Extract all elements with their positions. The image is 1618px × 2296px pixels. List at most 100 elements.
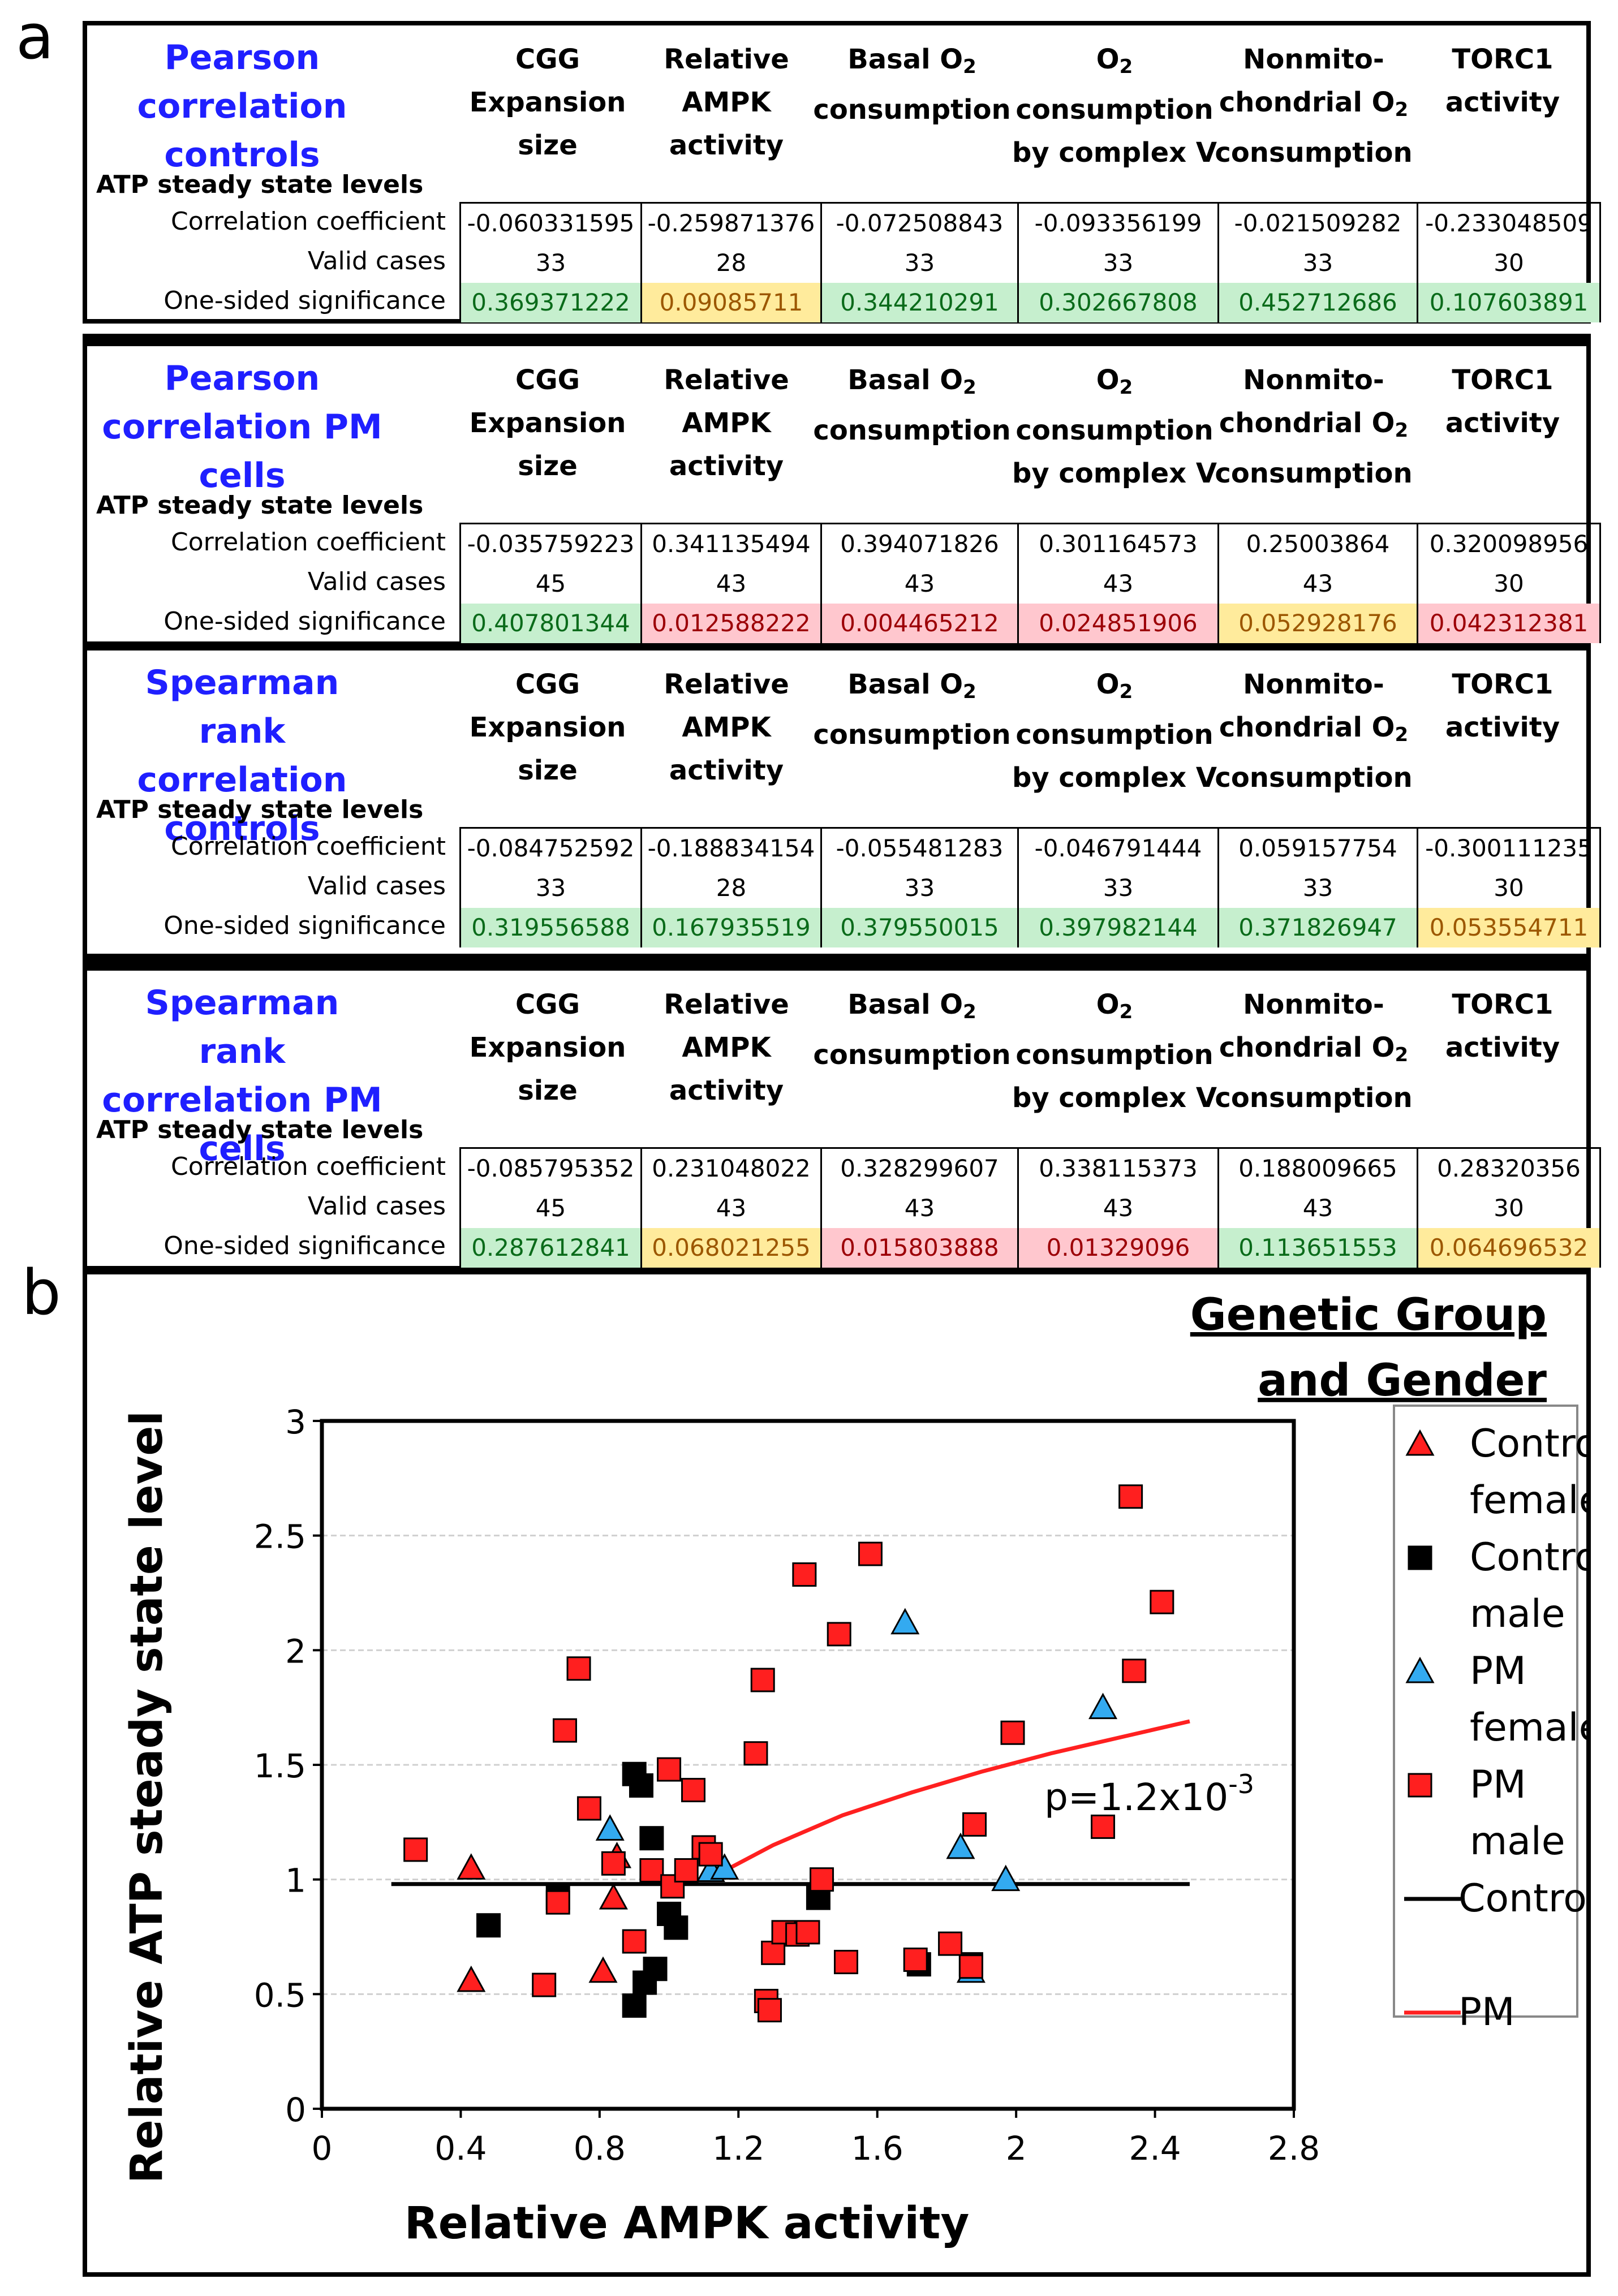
column-header: Nonmito-chondrial O2 consumption [1215,44,1413,169]
correlation-coefficient-cell: 0.188009665 [1219,1149,1418,1188]
significance-cell: 0.319556588 [461,908,642,947]
pm-male-point [792,1562,817,1587]
row-label: One-sided significance [163,286,446,315]
column-header: Relative AMPK activity [664,364,789,482]
column-header: TORC1 activity [1445,669,1560,743]
row-label: Valid cases [307,247,446,275]
valid-cases-cell: 33 [1219,243,1418,283]
column-header: O2 consumption by complex V [1012,989,1217,1114]
control-female-point [588,1956,618,1983]
valid-cases-cell: 43 [822,564,1019,604]
table-title: Pearson correlation controls [137,38,347,175]
valid-cases-cell: 43 [642,564,822,604]
valid-cases-cell: 28 [642,243,822,283]
pm-male-point [657,1757,682,1782]
scatter-chart: 0 0.5 1 1.5 2 2.5 3 0 0.4 0.8 1.2 1.6 2 2.4 2.8 Relati… [83,1270,1591,2277]
column-header: O2 consumption by complex V [1012,44,1217,169]
column-header: Basal O2 consumption [813,364,1011,446]
correlation-coefficient-cell: 0.301164573 [1019,524,1219,564]
correlation-coefficient-cell: -0.259871376 [642,204,822,243]
pm-male-point [1122,1659,1147,1683]
pm-male-point [833,1950,858,1975]
significance-cell: 0.064696532 [1418,1228,1599,1268]
significance-cell: 0.042312381 [1418,604,1599,643]
y-tick-label: 2.5 [254,1518,306,1556]
control-male-point [629,1773,653,1798]
correlation-table: Spearman rank correlation controls CGG Exp… [83,646,1601,958]
significance-cell: 0.09085711 [642,283,822,322]
pm-male-point [674,1858,699,1883]
correlation-coefficient-cell: 0.394071826 [822,524,1019,564]
pm-male-point [858,1541,883,1566]
significance-cell: 0.107603891 [1418,283,1599,322]
significance-cell: 0.407801344 [461,604,642,643]
valid-cases-cell: 43 [822,1188,1019,1228]
valid-cases-cell: 45 [461,1188,642,1228]
y-tick-label: 3 [285,1403,306,1441]
pm-male-point [1118,1484,1143,1509]
row-label: One-sided significance [163,607,446,636]
control-male-point [476,1913,501,1938]
valid-cases-cell: 33 [822,868,1019,908]
table-title: Spearman rank correlation controls [137,663,347,848]
legend-marker [1408,1773,1432,1798]
valid-cases-cell: 43 [1219,564,1418,604]
row-label: Valid cases [307,567,446,596]
significance-cell: 0.015803888 [822,1228,1019,1268]
pm-male-point [1000,1720,1025,1745]
correlation-coefficient-cell: 0.320098956 [1429,530,1589,558]
row-label: Valid cases [307,1192,446,1221]
valid-cases-cell: 30 [1494,249,1524,277]
significance-cell: 0.012588222 [642,604,822,643]
x-tick-label: 0.4 [434,2129,487,2168]
y-tick-label: 2 [285,1632,306,1670]
pm-female-point [991,1864,1021,1892]
valid-cases-cell: 30 [1494,570,1524,597]
column-header: O2 consumption by complex V [1012,364,1217,489]
valid-cases-cell: 43 [1019,1188,1219,1228]
legend-marker [1405,1656,1435,1683]
significance-cell: 0.369371222 [461,283,642,322]
x-tick-label: 0.8 [574,2129,626,2168]
correlation-coefficient-cell: -0.085795352 [461,1149,642,1188]
row-label: One-sided significance [163,1231,446,1260]
y-tick-label: 0 [285,2091,306,2129]
pm-female-point [710,1853,739,1880]
valid-cases-cell: 33 [1219,868,1418,908]
correlation-coefficient-cell: 0.28320356 [1437,1155,1581,1182]
correlation-coefficient-cell: -0.188834154 [642,829,822,868]
x-tick-label: 2 [1006,2129,1027,2168]
correlation-coefficient-cell: -0.046791444 [1019,829,1219,868]
row-group-label: ATP steady state levels [96,170,424,199]
control-male-point [639,1826,664,1851]
valid-cases-cell: 33 [461,243,642,283]
grid-lines [322,1535,1294,1995]
row-label: Valid cases [307,872,446,901]
significance-cell: 0.024851906 [1019,604,1219,643]
correlation-coefficient-cell: -0.084752592 [461,829,642,868]
correlation-coefficient-cell: -0.072508843 [822,204,1019,243]
pm-male-point [758,1998,782,2023]
significance-cell: 0.068021255 [642,1228,822,1268]
column-header: TORC1 activity [1445,364,1560,439]
column-header: TORC1 activity [1445,44,1560,118]
significance-cell: 0.01329096 [1019,1228,1219,1268]
correlation-table: Pearson correlation controls CGG Expansion… [83,21,1601,324]
table-title: Pearson correlation PM cells [102,359,382,496]
value-grid: -0.085795352 0.231048022 0.328299607 0.3381… [459,1147,1601,1268]
significance-cell: 0.379550015 [822,908,1019,947]
pm-male-point [622,1929,647,1954]
legend-title: Genetic Group and Gender [1190,1290,1547,1406]
pm-female-point [595,1814,625,1841]
panel-b-letter: b [21,1256,61,1329]
column-header: Nonmito-chondrial O2 consumption [1215,669,1413,794]
valid-cases-cell: 30 [1494,1194,1524,1222]
y-axis-label: Relative ATP steady state level [122,1411,173,2183]
legend-label: PM male [1470,1763,1565,1864]
pm-male-point [698,1842,723,1867]
control-male-point [664,1915,688,1940]
control-male-point [622,1993,647,2018]
column-header: TORC1 activity [1445,989,1560,1063]
valid-cases-cell: 45 [461,564,642,604]
pm-female-point [946,1832,975,1859]
